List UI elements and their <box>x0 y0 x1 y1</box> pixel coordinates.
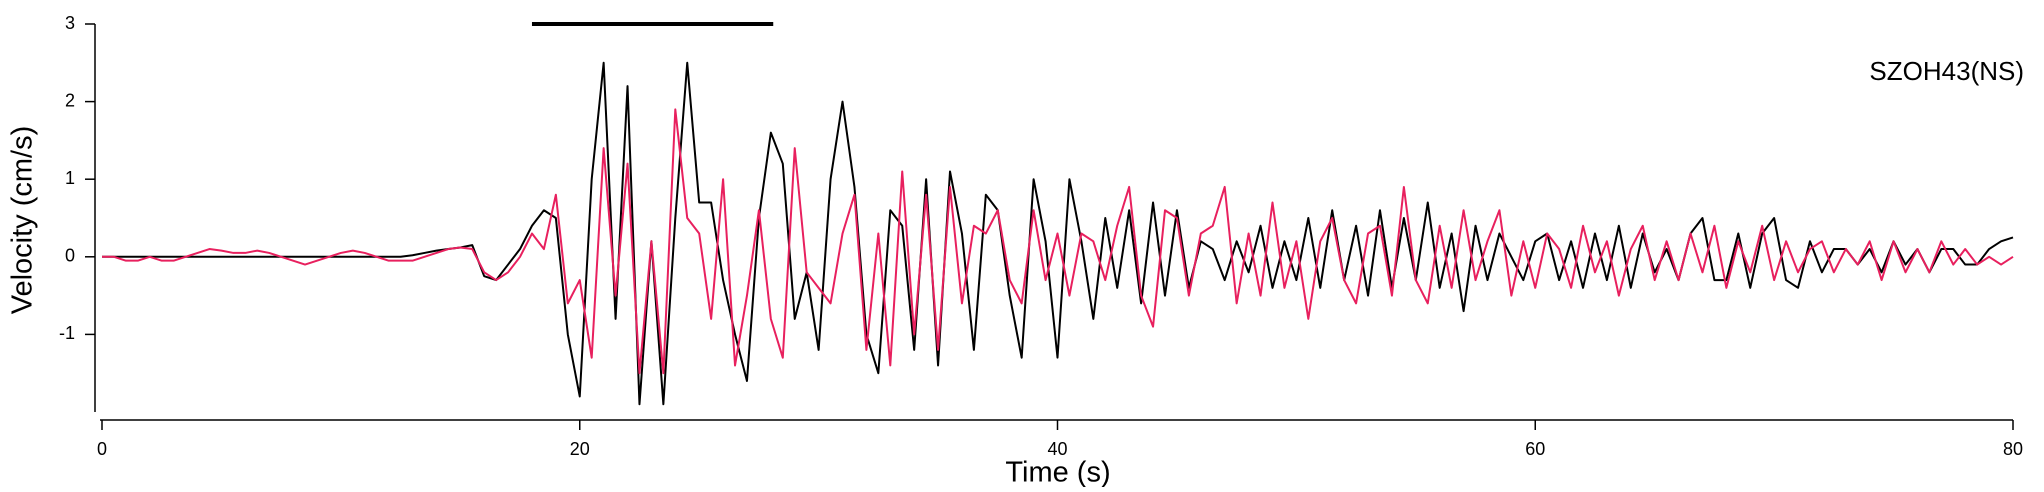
y-axis-title: Velocity (cm/s) <box>7 126 39 315</box>
waveform <box>102 61 2014 406</box>
y-tick-label: 0 <box>65 246 75 266</box>
y-tick-label: 3 <box>65 13 75 33</box>
x-tick-label: 20 <box>570 439 590 459</box>
x-tick-label: 60 <box>1525 439 1545 459</box>
y-tick-label: 1 <box>65 168 75 188</box>
waveform <box>102 108 2014 375</box>
y-tick-label: -1 <box>59 323 75 343</box>
y-tick-label: 2 <box>65 90 75 110</box>
x-tick-label: 80 <box>2003 439 2023 459</box>
x-tick-label: 0 <box>97 439 107 459</box>
x-tick-label: 40 <box>1047 439 1067 459</box>
annotation: SZOH43(NS) <box>1869 56 2024 86</box>
x-axis-title: Time (s) <box>1005 457 1110 487</box>
